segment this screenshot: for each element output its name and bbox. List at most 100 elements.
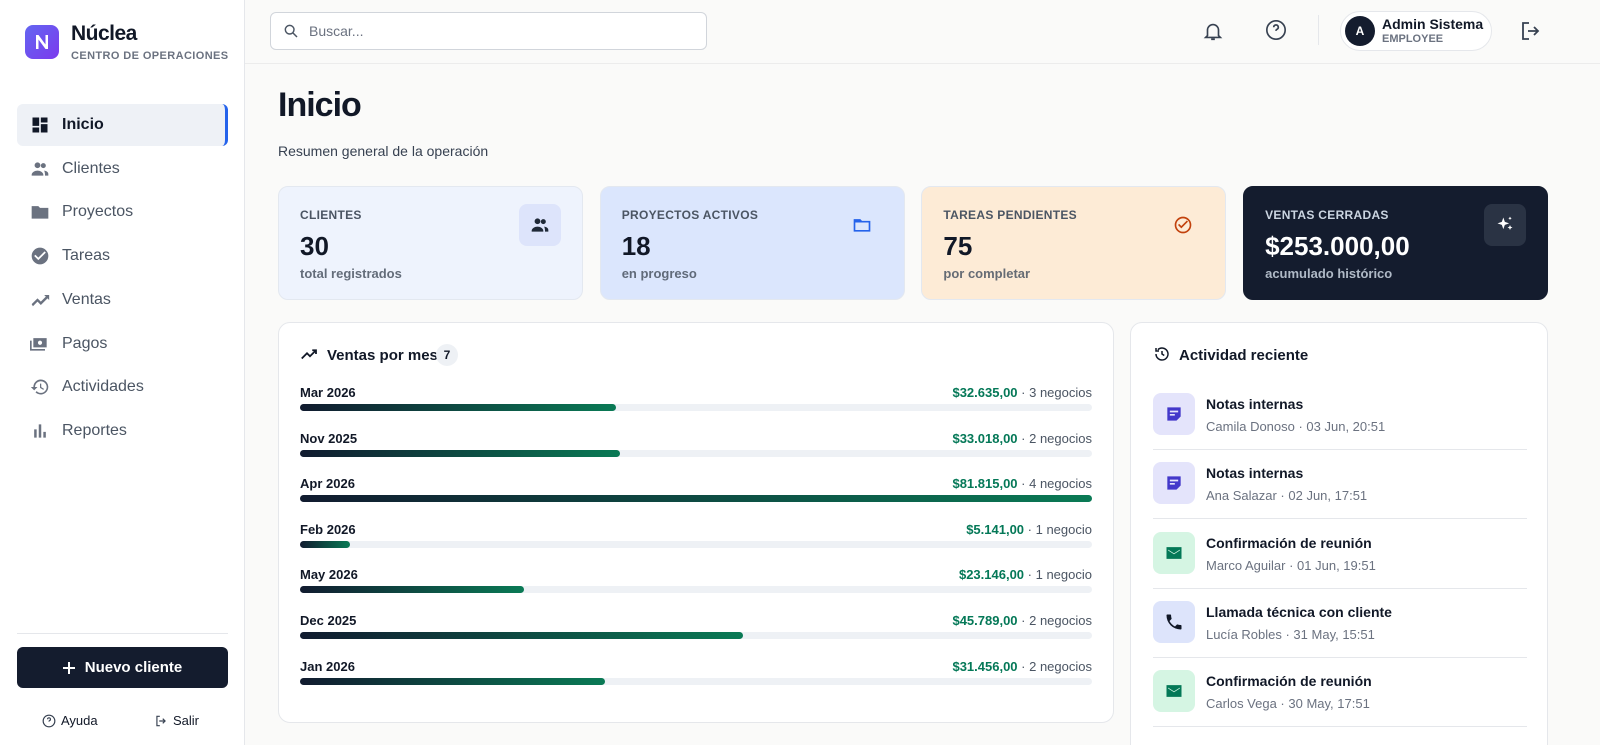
nav-item[interactable]: Ventas (17, 279, 228, 321)
month-label: Feb 2026 (300, 521, 356, 537)
amount-label: $81.815,00 · 4 negocios (952, 476, 1092, 491)
logo-mark (36, 35, 48, 49)
card-icon (841, 204, 883, 246)
activity-meta: Carlos Vega · 30 May, 17:51 (1206, 696, 1370, 712)
nav-item[interactable]: Clientes (17, 148, 228, 190)
amount-label: $5.141,00 · 1 negocio (966, 522, 1092, 537)
activity-title: Notas internas (1206, 396, 1304, 412)
amount-value: $81.815,00 (952, 476, 1018, 492)
card-note: por completar (943, 266, 1031, 281)
activity-divider (1153, 656, 1527, 658)
month-label: Jan 2026 (300, 658, 355, 674)
card-icon-glyph (1495, 215, 1515, 235)
bar (300, 449, 620, 457)
nav-label: Tareas (62, 247, 111, 265)
activity-panel: Actividad reciente Notas internas Camila … (1130, 322, 1548, 745)
amount-label: $31.456,00 · 2 negocios (952, 659, 1092, 674)
deal-count: · 2 negocios (1021, 430, 1092, 446)
search-placeholder: Buscar... (309, 23, 364, 39)
activity-meta: Ana Salazar · 02 Jun, 17:51 (1206, 488, 1368, 504)
amount-label: $23.146,00 · 1 negocio (959, 567, 1092, 582)
stat-card: VENTAS CERRADAS $253.000,00 acumulado hist… (1243, 186, 1549, 300)
search-icon (284, 24, 298, 38)
help-link[interactable]: Ayuda (42, 713, 98, 728)
exit-icon (156, 715, 166, 726)
bar (300, 404, 616, 411)
nav-icon (17, 159, 62, 179)
activity-icon (1153, 600, 1195, 643)
card-label: PROYECTOS ACTIVOS (621, 208, 759, 222)
activity-divider (1153, 587, 1527, 589)
amount-value: $31.456,00 (952, 658, 1018, 674)
user-menu[interactable]: A Admin Sistema EMPLOYEE (1340, 11, 1492, 51)
month-label: Mar 2026 (300, 385, 356, 400)
new-client-button[interactable]: Nuevo cliente (17, 647, 228, 688)
logout-button[interactable] (1519, 19, 1543, 43)
activity-title: Actividad reciente (1179, 347, 1309, 364)
nav-icon (17, 202, 62, 222)
nav-icon (17, 334, 62, 354)
bar (300, 586, 525, 594)
plus-icon (62, 661, 75, 674)
bar (300, 495, 1092, 503)
exit-label: Salir (173, 713, 200, 728)
activity-meta: Camila Donoso · 03 Jun, 20:51 (1206, 419, 1386, 434)
deal-count: · 1 negocio (1027, 521, 1092, 537)
nav-item[interactable]: Actividades (17, 366, 228, 408)
amount-label: $45.789,00 · 2 negocios (952, 613, 1092, 628)
sales-count: 7 (436, 344, 458, 366)
stat-card: PROYECTOS ACTIVOS 18 en progreso (599, 186, 905, 300)
nav-item[interactable]: Pagos (17, 323, 228, 365)
activity-divider (1153, 518, 1527, 520)
bar-track (300, 586, 1092, 594)
topbar: Buscar... A Admin Sistema EMPLOYEE (245, 0, 1600, 64)
card-note: en progreso (621, 266, 697, 281)
logo (25, 25, 59, 59)
card-note: total registrados (300, 266, 402, 281)
activity-glyph (1164, 543, 1184, 563)
help-label: Ayuda (61, 713, 98, 728)
help-button[interactable] (1265, 19, 1287, 41)
trend-icon (301, 349, 317, 360)
page-title: Inicio (278, 86, 362, 124)
activity-meta: Marco Aguilar · 01 Jun, 19:51 (1206, 557, 1376, 573)
bar-track (300, 449, 1092, 457)
nav-icon (17, 377, 62, 397)
bar-track (300, 540, 1092, 548)
activity-title: Confirmación de reunión (1206, 673, 1372, 690)
card-note: acumulado histórico (1265, 266, 1393, 281)
card-label: TAREAS PENDIENTES (943, 208, 1077, 222)
nav-icon (17, 421, 62, 441)
exit-link[interactable]: Salir (154, 713, 199, 728)
activity-title: Notas internas (1206, 465, 1304, 482)
activity-icon (1153, 670, 1195, 713)
bar (300, 540, 350, 548)
user-role: EMPLOYEE (1382, 33, 1444, 45)
nav-item[interactable]: Proyectos (17, 191, 228, 233)
search-box[interactable]: Buscar... (270, 12, 707, 50)
nav-item[interactable]: Reportes (17, 410, 228, 452)
card-icon (519, 204, 561, 246)
avatar: A (1345, 16, 1375, 46)
activity-glyph (1164, 404, 1184, 424)
deal-count: · 2 negocios (1021, 658, 1092, 674)
history-icon (1155, 347, 1169, 361)
amount-value: $45.789,00 (952, 613, 1018, 628)
card-label: VENTAS CERRADAS (1265, 208, 1389, 222)
activity-meta: Lucía Robles · 31 May, 15:51 (1206, 626, 1375, 642)
nav-item[interactable]: Inicio (17, 104, 228, 146)
nav-icon (17, 290, 62, 310)
nav-item[interactable]: Tareas (17, 235, 228, 277)
activity-divider (1153, 726, 1527, 728)
card-icon (1162, 204, 1204, 246)
stat-card: TAREAS PENDIENTES 75 por completar (921, 186, 1227, 300)
activity-title: Confirmación de reunión (1206, 534, 1372, 551)
notifications-button[interactable] (1202, 19, 1224, 43)
brand: Núclea (71, 22, 137, 45)
page-subtitle: Resumen general de la operación (278, 143, 489, 159)
sales-title: Ventas por mes (327, 347, 438, 364)
month-label: May 2026 (300, 567, 358, 583)
card-icon-glyph (852, 215, 872, 235)
amount-label: $32.635,00 · 3 negocios (952, 385, 1092, 400)
